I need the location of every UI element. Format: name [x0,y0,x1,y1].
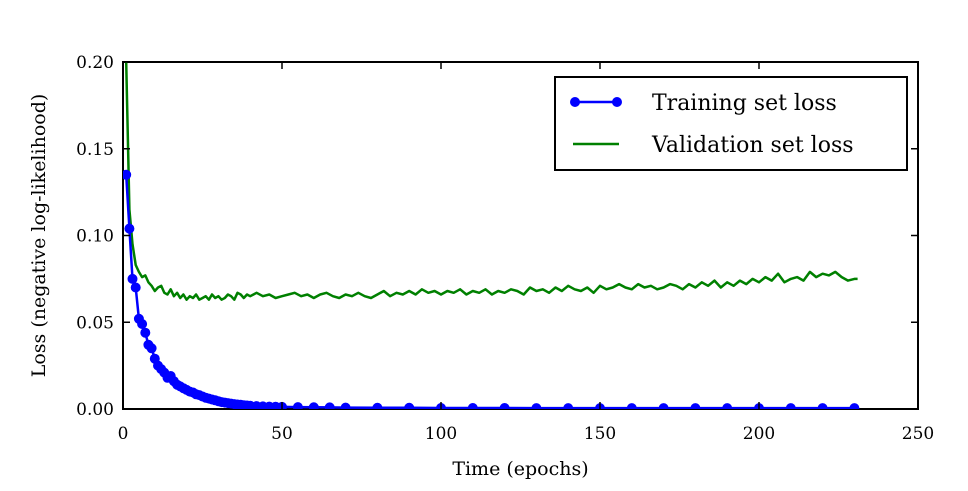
training-loss-point [146,343,157,354]
training-loss-point [817,403,828,409]
legend: Training set loss Validation set loss [554,76,908,171]
training-loss-point [785,403,796,409]
x-tick-label: 200 [743,424,775,444]
training-loss-point [123,169,132,180]
training-loss-point [658,403,669,409]
y-tick-label: 0.15 [76,140,114,160]
training-loss-point [404,402,415,409]
x-tick-label: 250 [902,424,934,444]
x-axis-label: Time (epochs) [452,458,588,480]
training-loss-point [563,403,574,409]
x-tick-label: 0 [118,424,129,444]
legend-box [554,76,908,171]
x-tick-label: 50 [271,424,293,444]
y-tick-label: 0.10 [76,227,114,247]
training-loss-point [127,273,138,284]
y-tick-label: 0.20 [76,53,114,73]
training-loss-point [690,403,701,409]
training-loss-point [499,403,510,409]
y-tick-label: 0.00 [76,400,114,420]
training-loss-point [140,327,151,338]
training-loss-point [849,403,860,409]
plot-area [122,61,919,410]
training-loss-point [292,402,303,409]
training-loss-point [467,403,478,409]
ticks-layer: 0 50 100 150 200 250 0.00 0.05 0.10 0.15 0.20 [76,53,934,444]
training-loss-point [531,403,542,409]
y-axis-label: Loss (negative log-likelihood) [28,94,50,378]
training-loss-point [340,402,351,409]
training-loss-point [324,402,335,409]
validation-loss-line [124,62,858,301]
x-tick-label: 100 [425,424,457,444]
training-loss-point [722,403,733,409]
legend-training-marker-swatch [570,97,580,107]
legend-training-marker-swatch [612,97,622,107]
legend-training-label: Training set loss [652,91,837,116]
training-loss-point [308,402,319,409]
training-loss-point [130,282,141,293]
training-loss-point [124,223,135,234]
series-layer [123,62,860,409]
y-tick-label: 0.05 [76,313,114,333]
training-loss-point [626,403,637,409]
training-loss-point [372,402,383,409]
legend-validation-label: Validation set loss [651,133,854,158]
training-loss-point [137,319,148,329]
x-tick-label: 150 [584,424,616,444]
